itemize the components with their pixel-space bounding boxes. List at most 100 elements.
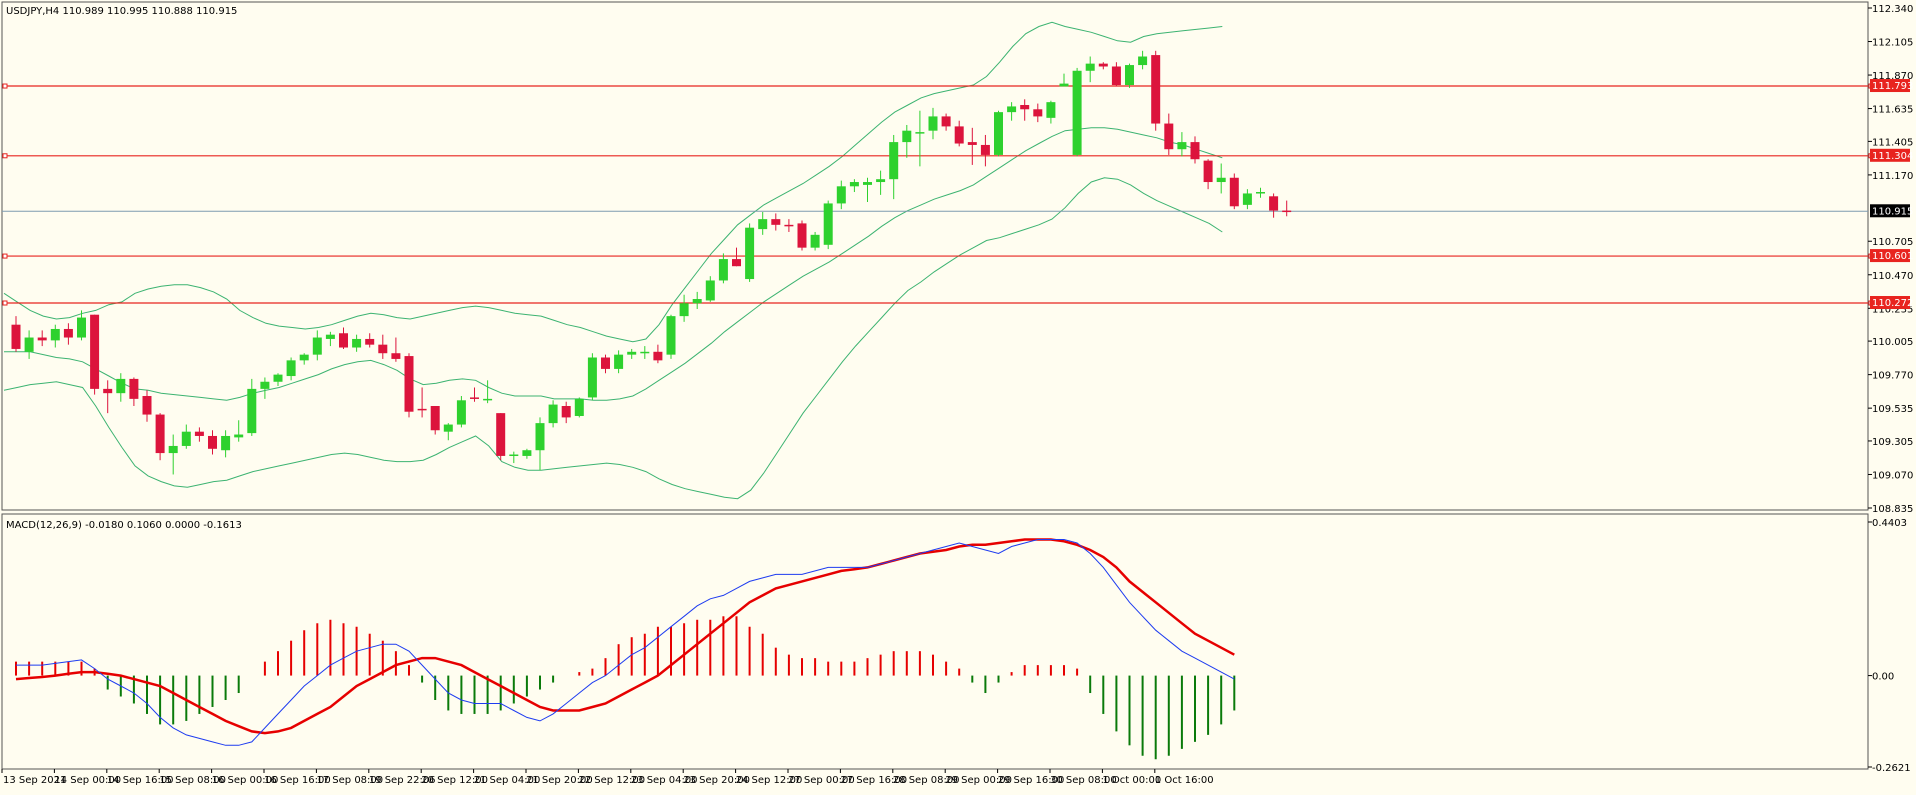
price-axis: 112.340 112.105 111.870 111.635 111.405 111.1… — [1868, 4, 1913, 515]
bull-candle — [286, 360, 296, 377]
bull-candle — [1256, 192, 1265, 194]
time-tick-label: 23 Sep 20:00 — [683, 775, 750, 786]
price-tick-label: 111.635 — [1872, 105, 1913, 116]
bull-candle — [116, 378, 126, 394]
bull-candle — [260, 381, 270, 389]
bull-candle — [50, 328, 60, 341]
time-tick-label: 20 Sep 12:00 — [421, 775, 488, 786]
bull-candle — [876, 179, 886, 183]
bull-candle — [587, 357, 597, 398]
bear-candle — [980, 144, 990, 155]
price-tick-label: 111.870 — [1872, 71, 1913, 82]
bull-candle — [24, 337, 34, 352]
bull-candle — [247, 388, 257, 434]
bull-candle — [902, 130, 912, 143]
candlesticks — [11, 50, 1292, 475]
bull-candle — [325, 334, 335, 339]
bear-candle — [11, 324, 21, 349]
time-tick-label: 17 Sep 08:00 — [316, 775, 383, 786]
time-tick-label: 14 Sep 16:00 — [107, 775, 174, 786]
bear-candle — [142, 396, 152, 415]
bear-candle — [653, 351, 663, 361]
bear-candle — [1098, 63, 1108, 67]
bear-candle — [365, 338, 375, 345]
level-price-label: 110.272 — [1872, 298, 1913, 309]
lower-band-line — [3, 177, 1223, 500]
level-handle[interactable] — [2, 300, 8, 306]
bear-candle — [129, 378, 139, 399]
bear-candle — [1190, 142, 1200, 160]
bear-candle — [797, 223, 807, 248]
macd-signal-line — [15, 538, 1235, 735]
bear-candle — [378, 344, 388, 354]
bull-candle — [849, 182, 859, 187]
bull-candle — [705, 280, 715, 301]
bear-candle — [561, 406, 571, 418]
time-tick-label: 14 Sep 00:00 — [54, 775, 121, 786]
bear-candle — [103, 388, 113, 394]
macd-tick-label: -0.2621 — [1872, 763, 1911, 774]
macd-indicator — [15, 538, 1236, 760]
bull-candle — [810, 234, 820, 248]
time-tick-label: 23 Sep 04:00 — [631, 775, 698, 786]
price-tick-label: 109.770 — [1872, 371, 1913, 382]
macd-axis: 0.4403 0.00 -0.2621 — [1868, 518, 1911, 774]
bull-candle — [352, 338, 362, 348]
time-tick-label: 29 Sep 00:00 — [945, 775, 1012, 786]
time-tick-label: 24 Sep 12:00 — [736, 775, 803, 786]
bear-candle — [967, 142, 977, 145]
bear-candle — [1164, 123, 1174, 150]
bear-candle — [155, 414, 165, 454]
bull-candle — [889, 142, 899, 180]
bull-candle — [456, 400, 466, 425]
bear-candle — [1033, 109, 1043, 117]
bear-candle — [496, 413, 506, 456]
time-tick-label: 19 Sep 22:06 — [369, 775, 436, 786]
bull-candle — [483, 398, 493, 401]
bear-candle — [1229, 177, 1239, 207]
bear-candle — [1203, 160, 1213, 183]
bull-candle — [221, 435, 231, 451]
bear-candle — [784, 224, 794, 227]
bull-candle — [666, 316, 676, 355]
level-price-tag — [1870, 79, 1910, 93]
time-tick-label: 16 Sep 16:00 — [264, 775, 331, 786]
bull-candle — [273, 374, 283, 382]
macd-tick-label: 0.4403 — [1872, 518, 1907, 529]
time-tick-label: 16 Sep 00:00 — [212, 775, 279, 786]
time-tick-label: 21 Sep 04:00 — [474, 775, 541, 786]
horizontal-levels[interactable] — [2, 83, 1874, 306]
bear-candle — [601, 357, 610, 369]
bear-candle — [90, 314, 100, 389]
bull-candle — [836, 186, 846, 204]
level-handle[interactable] — [2, 253, 8, 259]
level-handle[interactable] — [2, 153, 8, 159]
price-tick-label: 109.070 — [1872, 470, 1913, 481]
bull-candle — [1072, 70, 1082, 155]
bull-candle — [994, 112, 1003, 155]
time-tick-label: 15 Sep 08:00 — [159, 775, 226, 786]
price-tick-label: 108.835 — [1872, 504, 1913, 515]
price-tick-label: 110.235 — [1872, 304, 1913, 315]
bear-candle — [954, 126, 964, 144]
bull-candle — [745, 227, 755, 280]
level-price-tag — [1870, 249, 1910, 263]
bull-candle — [443, 424, 453, 432]
bull-candle — [535, 423, 545, 451]
bear-candle — [1111, 66, 1121, 86]
bull-candle — [640, 351, 650, 354]
time-tick-label: 1 Oct 16:00 — [1155, 775, 1214, 786]
level-price-tag — [1870, 296, 1910, 310]
bull-candle — [1242, 193, 1252, 205]
bull-candle — [823, 203, 833, 245]
time-tick-label: 29 Sep 16:00 — [998, 775, 1065, 786]
bear-candle — [391, 353, 401, 359]
macd-panel-frame — [1, 513, 1869, 770]
time-tick-label: 21 Sep 20:00 — [526, 775, 593, 786]
bull-candle — [1177, 142, 1187, 150]
bull-candle — [168, 445, 178, 454]
bear-candle — [430, 406, 440, 431]
bull-candle — [915, 132, 925, 134]
level-handle[interactable] — [2, 83, 8, 89]
